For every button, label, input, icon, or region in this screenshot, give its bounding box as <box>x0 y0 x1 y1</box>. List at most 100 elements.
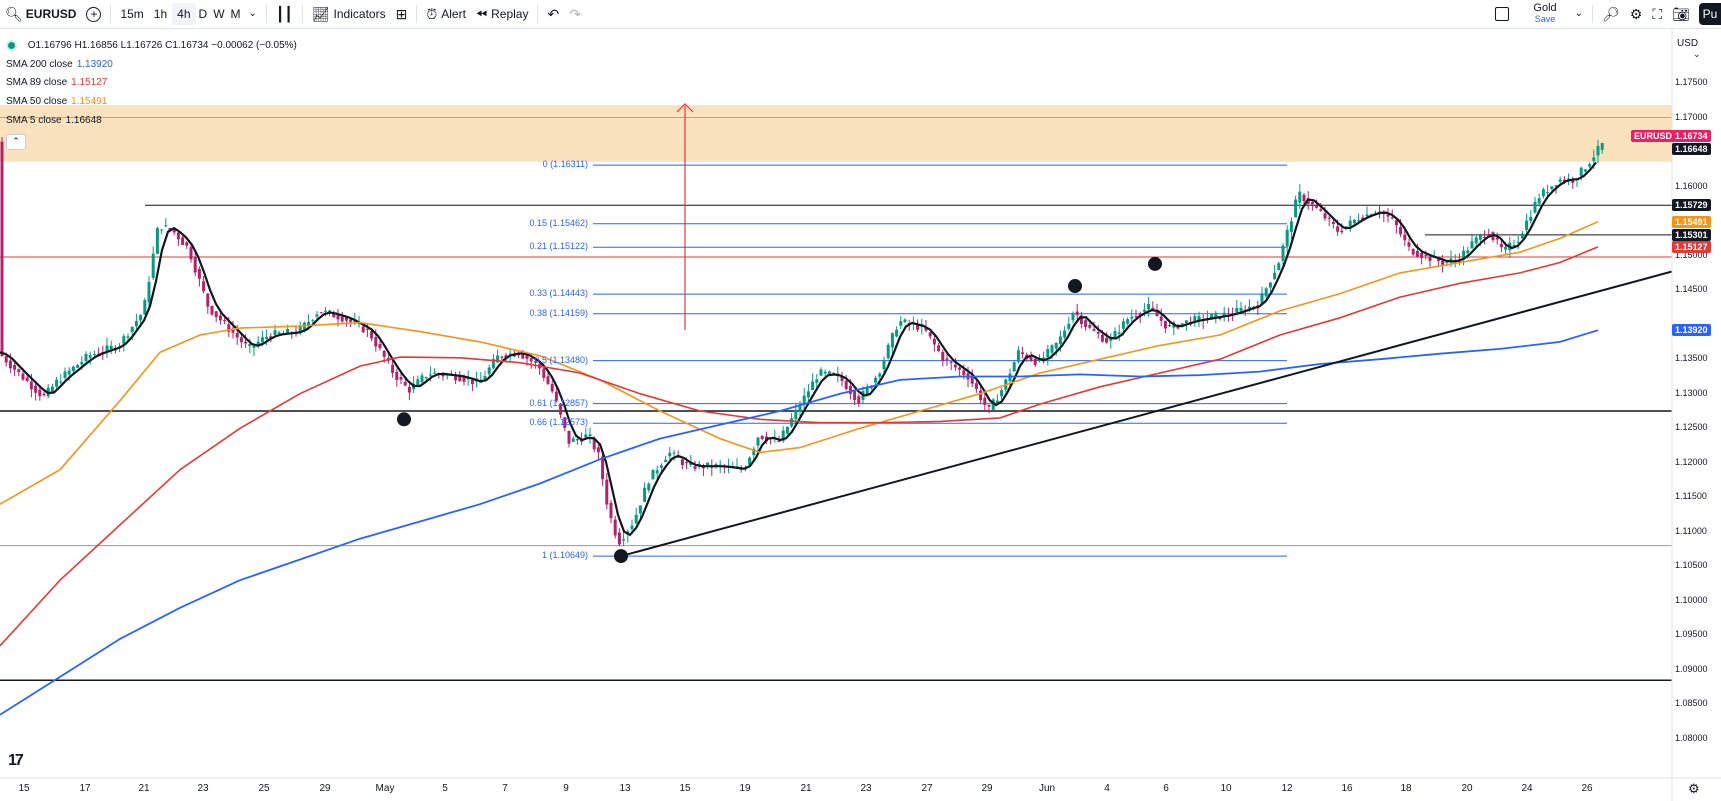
publish-button[interactable]: Pu <box>1699 3 1721 25</box>
axis-settings-icon[interactable]: ⚙ <box>1688 781 1700 796</box>
candle-body <box>748 457 752 465</box>
candle-body <box>59 381 63 383</box>
interval-d[interactable]: D <box>198 7 208 21</box>
legend-sma89[interactable]: SMA 89 close 1.15127 <box>6 77 107 89</box>
candle-body <box>1390 217 1394 219</box>
quick-search-button[interactable]: 🔎︎ <box>1597 3 1625 25</box>
price-tick-label: 1.09000 <box>1675 663 1708 674</box>
snapshot-button[interactable]: 📷︎ <box>1667 3 1695 25</box>
indicators-button[interactable]: 📈︎ Indicators <box>307 3 391 25</box>
compare-button[interactable]: + <box>81 3 106 25</box>
candle-body <box>651 469 655 480</box>
candle-body <box>1096 332 1100 334</box>
candle-body <box>1168 325 1172 327</box>
candle-body <box>1541 189 1545 197</box>
undo-button[interactable]: ↶ <box>542 3 564 25</box>
swing-point-marker <box>614 549 628 564</box>
save-dropdown[interactable]: ⌄ <box>1570 3 1588 25</box>
price-tick-label: 1.15000 <box>1675 249 1708 260</box>
candle-body <box>1558 179 1562 182</box>
candle-body <box>1210 314 1214 318</box>
fullscreen-button[interactable]: ⛶ <box>1647 3 1667 25</box>
candle-body <box>1512 245 1516 247</box>
candle-body <box>756 437 760 446</box>
time-tick-label: 23 <box>860 783 872 794</box>
candle-body <box>1147 303 1151 310</box>
candle-body <box>105 345 109 351</box>
candle-body <box>252 345 256 348</box>
candle-body <box>1327 217 1331 219</box>
divider <box>301 5 303 23</box>
candle-body <box>0 141 4 357</box>
candle-body <box>416 379 420 386</box>
moving-averages <box>0 161 1599 716</box>
candle-body <box>395 371 399 380</box>
tradingview-logo[interactable]: 17 <box>8 752 24 769</box>
time-tick-label: 10 <box>1220 783 1232 794</box>
candle-body <box>1516 241 1520 243</box>
candle-body <box>1105 337 1109 343</box>
candle-body <box>34 385 38 393</box>
time-tick-label: Jun <box>1038 783 1056 794</box>
alert-button[interactable]: ⏰︎ Alert <box>421 3 471 25</box>
interval-m[interactable]: M <box>230 7 241 21</box>
collapse-legend-button[interactable]: ⌃ <box>6 134 26 150</box>
replay-button[interactable]: ⏪︎ Replay <box>471 3 534 25</box>
candle-body <box>1273 272 1277 279</box>
candle-body <box>231 328 235 333</box>
candle-body <box>25 377 29 381</box>
gold-save-button[interactable]: Gold Save <box>1528 3 1561 25</box>
candle-body <box>1588 164 1592 167</box>
layout-button[interactable] <box>1490 3 1514 25</box>
settings-button[interactable]: ⚙ <box>1625 3 1648 25</box>
fib-level-label: 0.66 (1.12573) <box>529 417 588 428</box>
interval-1h[interactable]: 1h <box>153 7 168 21</box>
sma50-label: SMA 50 close <box>6 96 68 107</box>
candle-body <box>1113 330 1117 339</box>
symbol-search[interactable]: 🔍︎ EURUSD <box>0 3 81 25</box>
search-icon: 🔍︎ <box>5 6 23 22</box>
save-label: Save <box>1534 14 1556 24</box>
divider <box>416 5 418 23</box>
interval-4h[interactable]: 4h <box>172 3 196 25</box>
interval-15m[interactable]: 15m <box>120 7 144 21</box>
candle-body <box>1063 330 1067 338</box>
candle-body <box>937 345 941 352</box>
chart-type-button[interactable]: ┃┃ <box>271 3 298 25</box>
interval-w[interactable]: W <box>213 7 225 21</box>
legend-sma200[interactable]: SMA 200 close 1.13920 <box>6 59 113 71</box>
candle-body <box>1075 311 1079 316</box>
currency-selector[interactable]: USD ⌄ <box>1677 38 1721 60</box>
candle-body <box>227 324 231 332</box>
interval-dropdown[interactable]: ⌄ <box>244 3 262 25</box>
candle-body <box>1054 342 1058 349</box>
templates-button[interactable]: ⊞ <box>391 3 413 25</box>
price-badge: 1.15127 <box>1672 240 1711 253</box>
time-tick-label: 29 <box>981 783 993 794</box>
axes <box>0 28 1721 801</box>
undo-icon: ↶ <box>547 6 560 22</box>
candle-body <box>542 368 546 378</box>
price-tick-label: 1.10500 <box>1675 560 1708 571</box>
legend-sma50[interactable]: SMA 50 close 1.15491 <box>6 96 107 108</box>
candle-body <box>1298 191 1302 203</box>
candle-body <box>1260 293 1264 305</box>
trend-line[interactable] <box>620 270 1673 558</box>
candle-body <box>353 320 357 322</box>
candle-body <box>298 326 302 332</box>
candle-body <box>1441 260 1445 265</box>
candle-body <box>1533 201 1537 213</box>
candle-body <box>126 336 130 338</box>
time-tick-label: 21 <box>800 783 812 794</box>
price-tick-label: 1.08500 <box>1675 698 1708 709</box>
visibility-icon[interactable] <box>6 40 17 51</box>
redo-button[interactable]: ↷ <box>564 3 586 25</box>
chevron-down-icon: ⌄ <box>1693 49 1701 59</box>
legend-sma5[interactable]: SMA 5 close 1.16648 <box>6 115 102 127</box>
candle-body <box>932 338 936 345</box>
fib-retracement[interactable] <box>593 164 1287 557</box>
time-tick-label: 24 <box>1521 783 1533 794</box>
candle-body <box>647 483 651 491</box>
swing-point-marker <box>397 412 411 427</box>
